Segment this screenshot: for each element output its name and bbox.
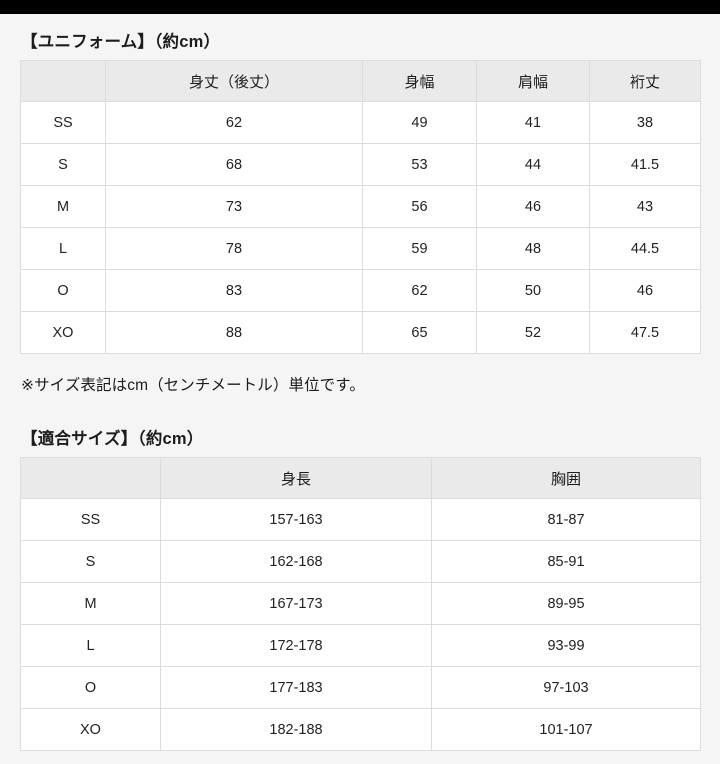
fit-section-title: 【適合サイズ】（約cm） [21, 430, 204, 448]
table-row: O 177-183 97-103 [20, 666, 701, 709]
cell-body-length: 83 [105, 269, 363, 312]
cell-height: 157-163 [160, 498, 432, 541]
uniform-header-sleeve-length: 裄丈 [589, 60, 701, 102]
table-row: XO 182-188 101-107 [20, 708, 701, 751]
row-size-label: SS [20, 101, 106, 144]
document-body: 【ユニフォーム】（約cm） 身丈（後丈） 身幅 肩幅 裄丈 SS 62 49 4… [0, 14, 720, 751]
table-row: S 162-168 85-91 [20, 540, 701, 583]
cell-shoulder-width: 52 [476, 311, 590, 354]
uniform-header-body-width: 身幅 [362, 60, 477, 102]
row-size-label: L [20, 624, 161, 667]
uniform-section-title: 【ユニフォーム】（約cm） [21, 33, 221, 51]
row-size-label: M [20, 582, 161, 625]
cell-body-length: 73 [105, 185, 363, 228]
cell-height: 172-178 [160, 624, 432, 667]
cell-shoulder-width: 44 [476, 143, 590, 186]
fit-header-size [20, 457, 161, 499]
row-size-label: O [20, 666, 161, 709]
cell-chest: 93-99 [431, 624, 701, 667]
table-row: XO 88 65 52 47.5 [20, 311, 701, 354]
cell-body-width: 65 [362, 311, 477, 354]
cell-shoulder-width: 41 [476, 101, 590, 144]
uniform-header-size [20, 60, 106, 102]
row-size-label: L [20, 227, 106, 270]
row-size-label: S [20, 540, 161, 583]
cell-chest: 81-87 [431, 498, 701, 541]
spacer [20, 395, 700, 411]
cell-sleeve-length: 44.5 [589, 227, 701, 270]
cell-body-width: 56 [362, 185, 477, 228]
cell-body-length: 62 [105, 101, 363, 144]
table-row: S 68 53 44 41.5 [20, 143, 701, 186]
cell-sleeve-length: 43 [589, 185, 701, 228]
cell-body-width: 62 [362, 269, 477, 312]
row-size-label: XO [20, 708, 161, 751]
table-row: M 167-173 89-95 [20, 582, 701, 625]
table-row: L 78 59 48 44.5 [20, 227, 701, 270]
cell-body-width: 53 [362, 143, 477, 186]
table-row: M 73 56 46 43 [20, 185, 701, 228]
cell-sleeve-length: 47.5 [589, 311, 701, 354]
row-size-label: S [20, 143, 106, 186]
table-row: L 172-178 93-99 [20, 624, 701, 667]
cell-body-length: 68 [105, 143, 363, 186]
table-header-row: 身丈（後丈） 身幅 肩幅 裄丈 [20, 60, 701, 102]
table-row: O 83 62 50 46 [20, 269, 701, 312]
unit-note: ※サイズ表記はcm（センチメートル）単位です。 [21, 377, 365, 394]
fit-header-chest: 胸囲 [431, 457, 701, 499]
cell-chest: 89-95 [431, 582, 701, 625]
fit-header-height: 身長 [160, 457, 432, 499]
cell-shoulder-width: 50 [476, 269, 590, 312]
cell-chest: 101-107 [431, 708, 701, 751]
cell-height: 162-168 [160, 540, 432, 583]
cell-height: 167-173 [160, 582, 432, 625]
row-size-label: XO [20, 311, 106, 354]
cell-height: 182-188 [160, 708, 432, 751]
table-row: SS 62 49 41 38 [20, 101, 701, 144]
cell-chest: 97-103 [431, 666, 701, 709]
cell-sleeve-length: 41.5 [589, 143, 701, 186]
cell-chest: 85-91 [431, 540, 701, 583]
cell-sleeve-length: 46 [589, 269, 701, 312]
row-size-label: SS [20, 498, 161, 541]
fit-size-table: 身長 胸囲 SS 157-163 81-87 S 162-168 85-91 M… [20, 457, 701, 751]
table-row: SS 157-163 81-87 [20, 498, 701, 541]
cell-height: 177-183 [160, 666, 432, 709]
table-header-row: 身長 胸囲 [20, 457, 701, 499]
cell-shoulder-width: 48 [476, 227, 590, 270]
cell-sleeve-length: 38 [589, 101, 701, 144]
cell-body-width: 59 [362, 227, 477, 270]
uniform-size-table: 身丈（後丈） 身幅 肩幅 裄丈 SS 62 49 41 38 S 68 53 4… [20, 60, 701, 354]
uniform-header-shoulder-width: 肩幅 [476, 60, 590, 102]
row-size-label: O [20, 269, 106, 312]
row-size-label: M [20, 185, 106, 228]
cell-shoulder-width: 46 [476, 185, 590, 228]
cell-body-width: 49 [362, 101, 477, 144]
cell-body-length: 88 [105, 311, 363, 354]
cell-body-length: 78 [105, 227, 363, 270]
top-black-bar [0, 0, 720, 14]
uniform-header-body-length: 身丈（後丈） [105, 60, 363, 102]
